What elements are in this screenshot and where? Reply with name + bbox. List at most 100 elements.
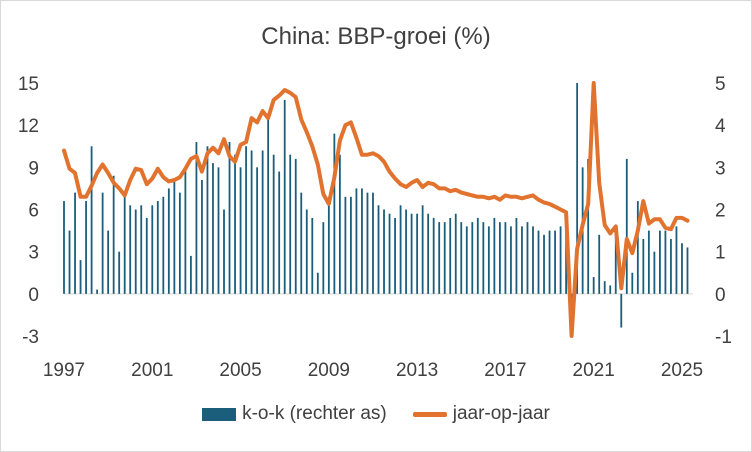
bar (201, 179, 203, 294)
bar (443, 222, 446, 294)
bar (493, 217, 496, 294)
x-tick-label: 2017 (484, 360, 526, 381)
chart-plot: 15 12 9 6 3 0 -3 5 4 3 2 1 0 -1 1997 2001 2005 2009 2013 20… (18, 74, 732, 381)
bar (399, 205, 402, 294)
bar (107, 230, 110, 294)
bar (134, 209, 137, 294)
bar (338, 154, 341, 294)
bar (537, 230, 540, 294)
bar (460, 222, 463, 294)
left-tick-label: 0 (28, 285, 39, 306)
bar (471, 222, 474, 294)
bar (311, 217, 314, 294)
bar (432, 217, 435, 294)
bar (350, 196, 352, 294)
bar (620, 293, 623, 328)
bar (267, 116, 270, 294)
bar (438, 222, 441, 294)
bar (647, 230, 650, 294)
bar (140, 205, 143, 294)
bar (576, 83, 579, 294)
left-tick-label: 3 (28, 243, 39, 264)
bar (421, 205, 424, 294)
bar (625, 158, 628, 294)
bar (587, 158, 590, 294)
bar (554, 230, 556, 294)
bar (283, 99, 286, 294)
bar (498, 222, 501, 294)
bar (316, 272, 319, 294)
bar (377, 205, 380, 294)
bar (515, 217, 518, 294)
bar (112, 175, 115, 294)
bar (532, 226, 534, 294)
bar (217, 167, 220, 294)
legend-swatch-line (412, 411, 447, 417)
bar (653, 251, 656, 294)
bar (543, 234, 545, 294)
bar (85, 201, 87, 294)
bar (372, 192, 374, 294)
right-tick-label: 4 (715, 116, 726, 137)
bar (670, 239, 672, 294)
bar (178, 192, 181, 294)
x-tick-label: 2005 (219, 360, 261, 381)
bar (195, 142, 198, 294)
bar (167, 188, 170, 294)
x-tick-label: 2021 (573, 360, 615, 381)
left-tick-label: 6 (28, 201, 39, 222)
bar (631, 272, 634, 294)
bar (559, 226, 562, 294)
bar (344, 196, 347, 294)
bar (427, 213, 430, 294)
bar (234, 154, 236, 294)
bar (394, 217, 396, 294)
bar (526, 222, 529, 294)
bar (190, 255, 192, 294)
bar (245, 146, 247, 294)
bar (686, 247, 689, 294)
bar (521, 226, 523, 294)
left-tick-label: 12 (18, 116, 39, 137)
bar (598, 234, 601, 294)
bar (388, 213, 391, 294)
bar (294, 158, 297, 294)
bar (482, 222, 485, 294)
legend-item-line: jaar-op-jaar (412, 403, 550, 425)
legend: k-o-k (rechter as) jaar-op-jaar (1, 403, 751, 425)
bar (256, 167, 259, 294)
bar (405, 209, 407, 294)
x-tick-label: 1997 (43, 360, 85, 381)
bar (145, 217, 148, 294)
bar (300, 192, 303, 294)
right-tick-label: 3 (715, 158, 726, 179)
bar (123, 196, 126, 294)
bar (510, 226, 512, 294)
bar (609, 285, 612, 294)
bar (449, 217, 452, 294)
legend-label-line: jaar-op-jaar (452, 403, 550, 424)
bar (681, 243, 683, 294)
bar (278, 171, 281, 294)
bar (548, 230, 551, 294)
bar (118, 251, 121, 294)
bar (664, 230, 667, 294)
bar (603, 281, 606, 294)
legend-swatch-bars (202, 407, 237, 421)
x-tick-label: 2025 (661, 360, 703, 381)
bar (250, 150, 253, 294)
bar (239, 167, 242, 294)
bar (327, 196, 330, 294)
bar (212, 163, 214, 294)
right-tick-label: 5 (715, 74, 726, 95)
bar (410, 213, 413, 294)
bar (151, 205, 154, 294)
bar (322, 222, 325, 294)
bar (642, 239, 645, 294)
line-series-group (62, 81, 690, 338)
bar (96, 289, 99, 294)
left-tick-label: 9 (28, 158, 39, 179)
bar (156, 201, 159, 294)
right-tick-label: 1 (715, 243, 726, 264)
